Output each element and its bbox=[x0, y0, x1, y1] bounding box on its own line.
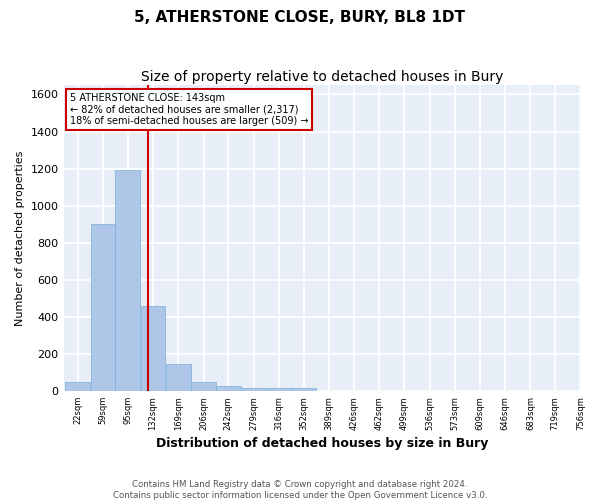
Bar bbox=[241, 388, 266, 391]
Bar bbox=[166, 364, 191, 391]
Bar bbox=[216, 386, 241, 391]
Title: Size of property relative to detached houses in Bury: Size of property relative to detached ho… bbox=[141, 70, 503, 84]
Bar bbox=[65, 382, 90, 391]
Text: 5, ATHERSTONE CLOSE, BURY, BL8 1DT: 5, ATHERSTONE CLOSE, BURY, BL8 1DT bbox=[134, 10, 466, 25]
X-axis label: Distribution of detached houses by size in Bury: Distribution of detached houses by size … bbox=[156, 437, 488, 450]
Bar bbox=[115, 170, 140, 391]
Bar bbox=[292, 388, 316, 391]
Bar bbox=[266, 388, 292, 391]
Bar bbox=[91, 224, 115, 391]
Bar bbox=[191, 382, 216, 391]
Text: 5 ATHERSTONE CLOSE: 143sqm
← 82% of detached houses are smaller (2,317)
18% of s: 5 ATHERSTONE CLOSE: 143sqm ← 82% of deta… bbox=[70, 93, 308, 126]
Text: Contains HM Land Registry data © Crown copyright and database right 2024.
Contai: Contains HM Land Registry data © Crown c… bbox=[113, 480, 487, 500]
Y-axis label: Number of detached properties: Number of detached properties bbox=[15, 150, 25, 326]
Bar bbox=[140, 306, 165, 391]
